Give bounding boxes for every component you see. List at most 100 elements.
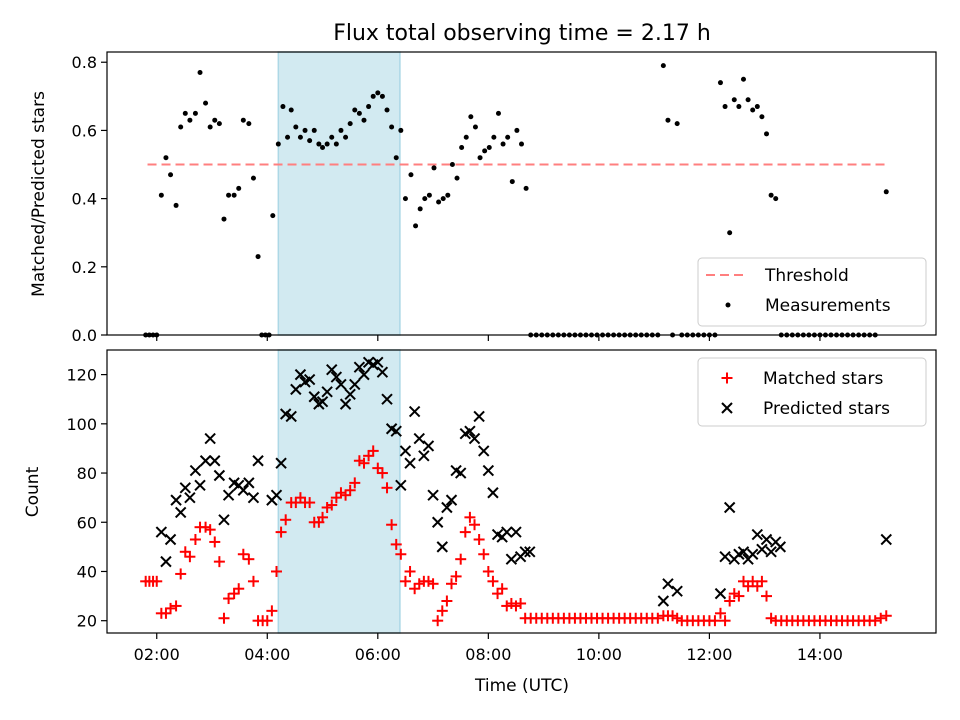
predicted-point bbox=[194, 479, 206, 492]
matched-point bbox=[175, 568, 187, 580]
matched-point bbox=[349, 477, 361, 489]
predicted-point bbox=[737, 546, 750, 558]
measurement-point bbox=[163, 155, 169, 161]
matched-point bbox=[280, 514, 292, 526]
measurement-point bbox=[285, 134, 291, 140]
predicted-point bbox=[662, 578, 674, 590]
predicted-point bbox=[199, 455, 212, 467]
y-tick-label: 0.8 bbox=[72, 53, 97, 72]
predicted-point bbox=[209, 455, 221, 467]
y-tick-label: 60 bbox=[77, 513, 97, 532]
measurement-point bbox=[431, 165, 437, 171]
measurement-point bbox=[197, 69, 203, 75]
predicted-point bbox=[372, 356, 384, 369]
matched-point bbox=[404, 565, 416, 577]
predicted-point bbox=[344, 388, 356, 401]
top-y-axis-label: Matched/Predicted stars bbox=[29, 91, 49, 297]
measurement-point bbox=[288, 107, 294, 113]
predicted-point bbox=[204, 432, 216, 445]
matched-point bbox=[473, 533, 485, 545]
matched-point bbox=[733, 590, 745, 602]
predicted-point bbox=[751, 528, 764, 541]
measurement-point bbox=[192, 110, 198, 116]
matched-point bbox=[213, 556, 225, 568]
measurement-point bbox=[231, 192, 237, 198]
predicted-point bbox=[765, 546, 777, 558]
matched-point bbox=[515, 597, 527, 609]
predicted-point bbox=[222, 489, 235, 501]
predicted-point bbox=[339, 398, 352, 410]
predicted-point bbox=[275, 457, 287, 469]
measurement-point bbox=[246, 121, 252, 127]
measurement-point bbox=[509, 179, 515, 185]
measurement-point bbox=[316, 141, 322, 147]
matched-point bbox=[464, 511, 476, 523]
measurement-point bbox=[393, 155, 399, 161]
predicted-point bbox=[252, 455, 264, 467]
measurement-point bbox=[384, 107, 390, 113]
measurement-point bbox=[250, 175, 256, 181]
predicted-point bbox=[308, 391, 320, 403]
predicted-point bbox=[524, 546, 536, 558]
measurement-point bbox=[440, 196, 446, 202]
y-tick-label: 20 bbox=[77, 612, 97, 631]
y-tick-label: 100 bbox=[66, 415, 97, 434]
predicted-point bbox=[353, 361, 366, 373]
measurement-point bbox=[408, 172, 414, 178]
matched-point bbox=[478, 548, 490, 560]
measurement-point bbox=[207, 124, 213, 130]
matched-point bbox=[469, 519, 481, 531]
predicted-point bbox=[358, 368, 370, 381]
x-tick-label: 10:00 bbox=[576, 645, 622, 664]
matched-point bbox=[482, 565, 494, 577]
bottom-x-ticks: 02:00 04:00 06:00 08:00 10:00 12:00 14:00 bbox=[134, 633, 843, 664]
predicted-point bbox=[290, 383, 302, 396]
measurement-point bbox=[495, 110, 501, 116]
matched-point bbox=[367, 445, 379, 457]
measurement-point bbox=[178, 124, 184, 130]
predicted-point bbox=[285, 410, 297, 423]
matched-point bbox=[170, 600, 182, 612]
measurement-point bbox=[379, 93, 385, 99]
predicted-point bbox=[473, 410, 485, 423]
predicted-point bbox=[164, 533, 177, 546]
x-tick-label: 04:00 bbox=[244, 645, 290, 664]
predicted-point bbox=[237, 484, 250, 496]
measurement-point bbox=[168, 172, 174, 178]
matched-point bbox=[358, 457, 370, 469]
predicted-point bbox=[270, 489, 283, 501]
measurement-point bbox=[436, 199, 442, 205]
measurement-point bbox=[740, 76, 746, 82]
measurement-point bbox=[468, 114, 474, 120]
measurement-point bbox=[717, 80, 723, 86]
predicted-point bbox=[441, 501, 453, 514]
matched-point bbox=[450, 570, 462, 582]
matched-point bbox=[399, 575, 411, 587]
y-tick-label: 0.0 bbox=[72, 326, 97, 345]
measurement-point bbox=[660, 63, 666, 69]
measurement-point bbox=[454, 175, 460, 181]
predicted-point bbox=[478, 445, 490, 457]
matched-point bbox=[189, 533, 201, 545]
legend-predicted-swatch bbox=[721, 402, 733, 414]
predicted-point bbox=[247, 491, 260, 504]
measurement-point bbox=[500, 141, 506, 147]
measurement-point bbox=[158, 192, 164, 198]
predicted-point bbox=[189, 464, 202, 477]
y-tick-label: 120 bbox=[66, 366, 97, 385]
measurement-point bbox=[750, 107, 756, 113]
predicted-point bbox=[395, 479, 407, 492]
top-shaded-span bbox=[277, 51, 401, 336]
predicted-point bbox=[213, 469, 226, 482]
matched-point bbox=[875, 612, 887, 624]
predicted-point bbox=[413, 432, 425, 445]
matched-point bbox=[344, 484, 356, 496]
predicted-point bbox=[436, 541, 448, 553]
top-x-ticks bbox=[156, 335, 821, 341]
matched-point bbox=[395, 548, 407, 560]
matched-point bbox=[386, 519, 398, 531]
measurement-point bbox=[727, 230, 733, 236]
top-legend: Threshold Measurements bbox=[697, 257, 927, 327]
matched-point bbox=[237, 548, 249, 560]
